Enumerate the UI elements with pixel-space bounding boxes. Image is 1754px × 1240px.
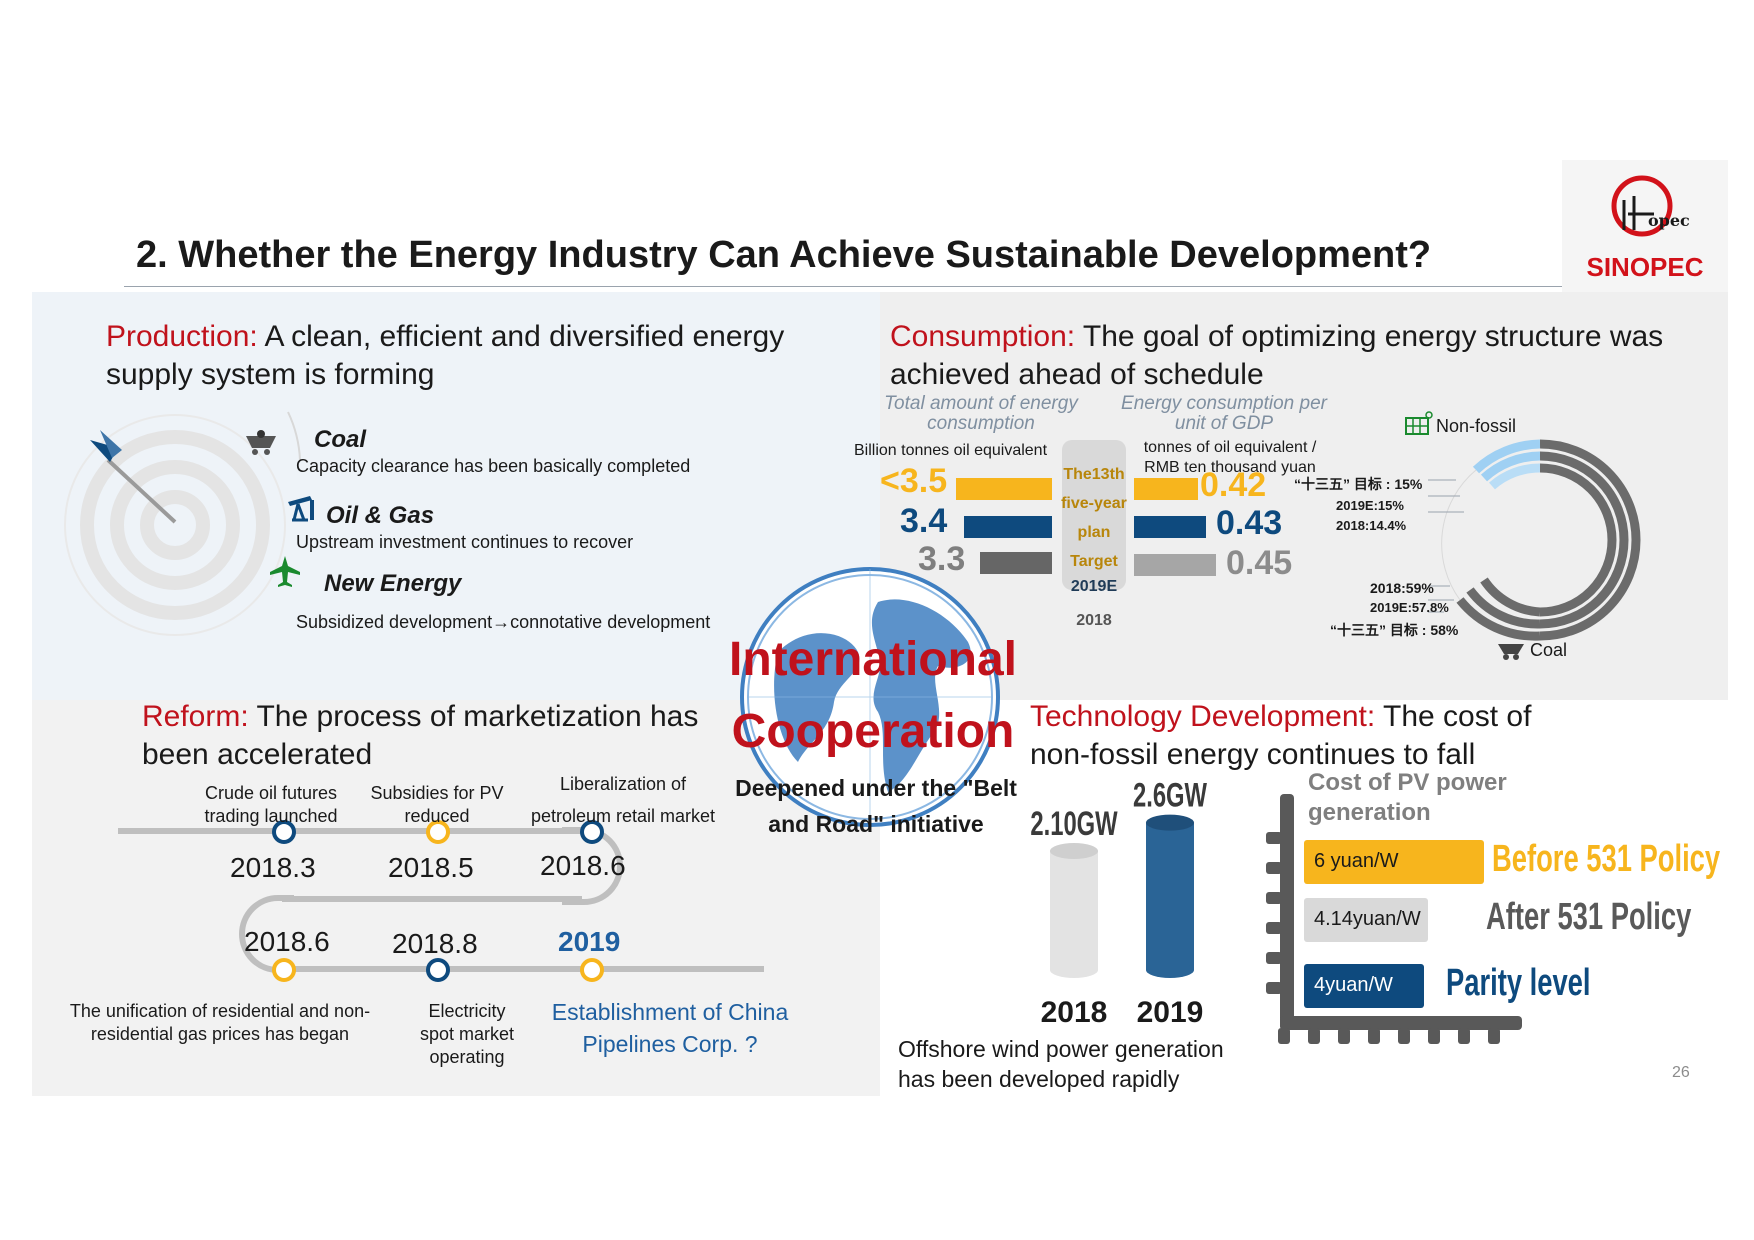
intensity-2018-bar [1134, 554, 1216, 576]
pv-cost-note-1: Before 531 Policy [1492, 838, 1721, 880]
target-icon [64, 411, 301, 636]
title-divider [124, 286, 1634, 287]
oil-pump-icon [284, 492, 318, 527]
nonfossil-2019e-note: 2019E:15% [1336, 498, 1404, 513]
milestone-date-1: 2018.3 [230, 852, 316, 883]
total-2019e-value: 3.4 [900, 502, 948, 540]
offshore-wind-chart: 2.10GW 2.6GW [1030, 780, 1207, 978]
check-node-icon [580, 958, 604, 982]
total-2018-value: 3.3 [918, 540, 966, 578]
speaker-node-icon [580, 820, 604, 844]
intensity-target-value: 0.42 [1200, 466, 1267, 504]
new-energy-title: New Energy [324, 570, 462, 597]
milestone-caption-5: Electricity spot market operating [419, 1001, 515, 1067]
pv-cost-bars: 6 yuan/W Before 531 Policy 4.14yuan/W After… [1304, 838, 1724, 1020]
wind-caption: Offshore wind power generation has been … [898, 1036, 1224, 1092]
oil-gas-desc: Upstream investment continues to recover [296, 532, 634, 552]
milestone-date-6: 2019 [558, 926, 621, 957]
row-label-2018: 2018 [1076, 612, 1112, 629]
airplane-icon [268, 554, 302, 593]
row-label-2019e: 2019E [1070, 578, 1118, 595]
page-title: 2. Whether the Energy Industry Can Achie… [136, 234, 1432, 276]
consumption-heading: Consumption: The goal of optimizing ener… [890, 320, 1664, 391]
clock-node-icon [272, 958, 296, 982]
pv-cost-note-3: Parity level [1446, 962, 1591, 1004]
nonfossil-label: Non-fossil [1436, 416, 1517, 436]
wind-year-label-2018: 2018 [1040, 996, 1108, 1029]
wind-data-label-2019: 2.6GW [1133, 780, 1207, 815]
milestone-caption-1: Crude oil futures trading launched [204, 783, 338, 826]
pv-cost-bar-3: 4yuan/W [1304, 964, 1424, 1008]
reform-heading: Reform: The process of marketization has… [142, 700, 699, 771]
sinopec-logo: opec [1562, 160, 1728, 292]
total-2019e-bar [964, 516, 1052, 538]
milestone-date-5: 2018.8 [392, 928, 478, 959]
intensity-2018-value: 0.45 [1226, 544, 1293, 582]
coal-2018-note: 2018:59% [1370, 580, 1434, 596]
logo-wordmark: SINOPEC [1586, 252, 1704, 282]
milestone-date-4: 2018.6 [244, 926, 330, 957]
coal-cart-icon [1496, 638, 1526, 665]
plan-target-label: The13th five-year plan Target [1061, 466, 1127, 570]
wind-year-label-2019: 2019 [1136, 996, 1204, 1029]
milestone-caption-6: Establishment of China Pipelines Corp. ? [551, 999, 789, 1057]
coal-target-note: “十三五” 目标 : 58% [1330, 622, 1459, 638]
wind-bar-2019 [1146, 814, 1194, 978]
timeline-road-middle [282, 896, 582, 902]
new-energy-desc: Subsidized development→connotative devel… [296, 612, 711, 632]
coal-2019e-note: 2019E:57.8% [1370, 600, 1449, 615]
pv-cost-bar-1: 6 yuan/W [1304, 840, 1484, 884]
oil-gas-title: Oil & Gas [326, 502, 435, 529]
milestone-date-2: 2018.5 [388, 852, 474, 883]
coin-node-icon [426, 820, 450, 844]
plan-target-box [1062, 440, 1126, 590]
dollar-node-icon [426, 958, 450, 982]
cooperation-title-1: International [728, 633, 1018, 686]
total-target-bar [956, 478, 1052, 500]
wind-data-label-2018: 2.10GW [1030, 805, 1118, 843]
total-energy-label: Total amount of energy consumption [884, 393, 1078, 434]
coal-title: Coal [314, 426, 367, 453]
coal-ring-label: Coal [1530, 640, 1568, 660]
nonfossil-target-note: “十三五” 目标 : 15% [1294, 476, 1423, 492]
target-node-icon [272, 820, 296, 844]
pv-cost-title: Cost of PV power generation [1308, 769, 1507, 826]
intensity-unit: tonnes of oil equivalent / RMB ten thous… [1143, 439, 1317, 476]
intensity-2019e-value: 0.43 [1216, 504, 1283, 542]
globe-icon [740, 567, 1000, 827]
milestone-caption-4: The unification of residential and non-r… [69, 1001, 371, 1044]
intensity-label: Energy consumption per unit of GDP [1121, 393, 1327, 434]
intensity-target-bar [1134, 478, 1198, 500]
logo-emblem-icon: opec [1611, 175, 1690, 237]
page-number: 26 [1672, 1064, 1690, 1081]
timeline-road-top [118, 828, 596, 834]
total-energy-unit: Billion tonnes oil equivalent [854, 442, 1048, 459]
technology-heading: Technology Development: The cost of non-… [1030, 700, 1532, 771]
cooperation-title-2: Cooperation [731, 705, 1015, 758]
production-heading: Production: A clean, efficient and diver… [106, 320, 785, 391]
timeline-road-bottom [290, 966, 764, 972]
wind-bar-2018 [1050, 843, 1098, 978]
total-target-value: <3.5 [880, 462, 948, 500]
pv-cost-bar-2: 4.14yuan/W [1304, 898, 1428, 942]
coal-desc: Capacity clearance has been basically co… [296, 456, 691, 476]
cooperation-subtitle: Deepened under the "Belt and Road" initi… [735, 775, 1017, 837]
intensity-2019e-bar [1134, 516, 1206, 538]
mine-cart-icon [244, 430, 278, 462]
total-2018-bar [980, 552, 1052, 574]
milestone-caption-3: Liberalization of petroleum retail marke… [530, 774, 716, 826]
pv-axis-frame [1266, 794, 1522, 1044]
solar-panel-icon [1404, 410, 1434, 443]
timeline-road-curve-left [239, 895, 294, 973]
milestone-date-3: 2018.6 [540, 850, 626, 881]
svg-text:opec: opec [1648, 211, 1690, 230]
nonfossil-2018-note: 2018:14.4% [1336, 518, 1407, 533]
energy-mix-ring-chart [1428, 439, 1641, 641]
pv-cost-note-2: After 531 Policy [1486, 896, 1692, 938]
milestone-caption-2: Subsidies for PV reduced [370, 783, 504, 826]
